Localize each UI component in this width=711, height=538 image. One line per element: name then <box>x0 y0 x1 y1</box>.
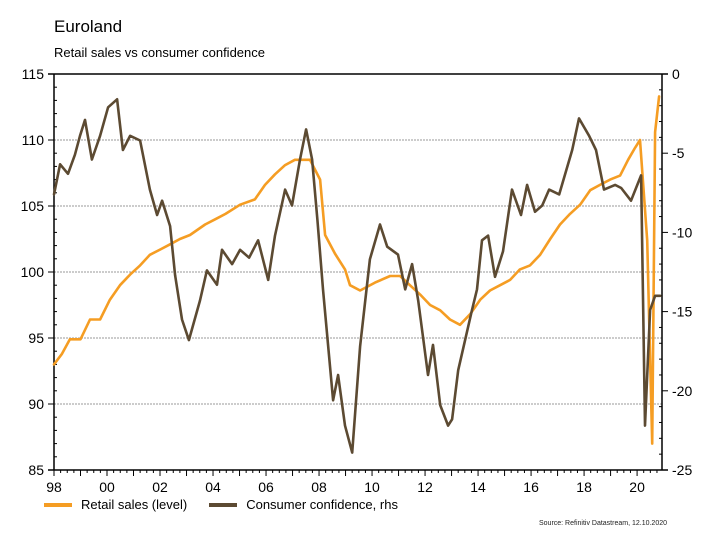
source-note: Source: Refinitiv Datastream, 12.10.2020 <box>538 520 667 527</box>
consumer-confidence-line <box>52 98 662 454</box>
axes <box>48 73 668 476</box>
retail-sales-line <box>52 95 661 445</box>
x-tick-label: 04 <box>205 479 221 495</box>
tick-labels: 85 90 95 100 105 110 115 -25 -20 -15 -10 -5 0 98 00 02 0… <box>21 66 693 495</box>
x-tick-label: 14 <box>470 479 486 495</box>
legend-item-retail-sales: Retail sales (level) <box>44 497 187 512</box>
legend-label-retail-sales: Retail sales (level) <box>81 497 188 512</box>
series-group <box>52 95 662 454</box>
legend: Retail sales (level) Consumer confidence… <box>44 497 420 512</box>
x-tick-label: 16 <box>523 479 539 495</box>
left-tick-label: 110 <box>22 132 45 148</box>
x-tick-label: 18 <box>576 479 592 495</box>
x-tick-label: 20 <box>629 479 645 495</box>
left-tick-label: 115 <box>22 66 45 82</box>
x-tick-label: 06 <box>258 479 274 495</box>
legend-swatch-consumer-confidence <box>209 502 238 507</box>
right-tick-label: 0 <box>672 66 680 82</box>
left-tick-label: 90 <box>28 396 44 412</box>
right-tick-label: -10 <box>672 224 692 240</box>
x-tick-label: 10 <box>364 479 380 495</box>
right-tick-label: -5 <box>672 145 685 161</box>
x-tick-label: 08 <box>311 479 327 495</box>
legend-swatch-retail-sales <box>44 502 72 507</box>
x-tick-label: 02 <box>152 479 168 495</box>
right-tick-label: -15 <box>672 304 692 320</box>
left-tick-label: 95 <box>28 330 44 346</box>
x-tick-label: 98 <box>46 479 62 495</box>
x-tick-label: 12 <box>417 479 433 495</box>
x-tick-label: 00 <box>99 479 115 495</box>
left-tick-label: 100 <box>21 264 45 280</box>
left-tick-label: 105 <box>21 198 45 214</box>
legend-label-consumer-confidence: Consumer confidence, rhs <box>246 497 398 512</box>
right-tick-label: -20 <box>672 383 692 399</box>
legend-item-consumer-confidence: Consumer confidence, rhs <box>209 497 398 512</box>
gridlines <box>54 139 662 405</box>
left-tick-label: 85 <box>28 462 44 478</box>
chart-title: Euroland <box>54 17 123 36</box>
chart-subtitle: Retail sales vs consumer confidence <box>54 45 265 60</box>
right-tick-label: -25 <box>672 462 692 478</box>
